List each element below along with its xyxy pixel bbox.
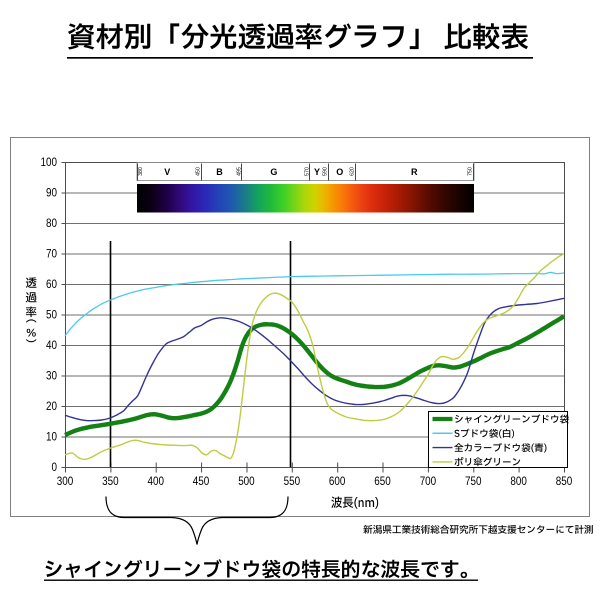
svg-text:30: 30: [46, 369, 57, 383]
svg-text:400: 400: [148, 474, 165, 488]
svg-text:450: 450: [196, 167, 202, 176]
svg-text:700: 700: [420, 474, 437, 488]
svg-text:300: 300: [57, 474, 74, 488]
svg-text:70: 70: [46, 247, 57, 261]
svg-text:750: 750: [465, 474, 482, 488]
svg-text:800: 800: [510, 474, 527, 488]
svg-text:450: 450: [193, 474, 210, 488]
svg-text:620: 620: [350, 167, 356, 176]
svg-text:570: 570: [304, 167, 310, 176]
svg-text:500: 500: [238, 474, 255, 488]
svg-text:850: 850: [556, 474, 573, 488]
svg-text:550: 550: [284, 474, 301, 488]
svg-text:380: 380: [138, 167, 144, 176]
svg-text:600: 600: [329, 474, 346, 488]
svg-text:O: O: [336, 167, 343, 177]
svg-text:10: 10: [46, 430, 57, 444]
svg-text:100: 100: [41, 155, 58, 169]
svg-text:V: V: [164, 167, 170, 177]
svg-text:B: B: [216, 167, 223, 177]
svg-text:650: 650: [374, 474, 391, 488]
svg-text:Y: Y: [314, 167, 320, 177]
svg-text:495: 495: [236, 167, 242, 176]
svg-text:R: R: [411, 167, 418, 177]
svg-text:40: 40: [46, 338, 57, 352]
svg-text:20: 20: [46, 399, 57, 413]
svg-text:350: 350: [102, 474, 119, 488]
svg-text:80: 80: [46, 216, 57, 230]
svg-text:60: 60: [46, 277, 57, 291]
svg-text:750: 750: [468, 167, 474, 176]
svg-text:90: 90: [46, 186, 57, 200]
svg-text:G: G: [270, 167, 277, 177]
svg-text:0: 0: [52, 460, 58, 474]
svg-text:590: 590: [323, 167, 329, 176]
svg-text:50: 50: [46, 308, 57, 322]
